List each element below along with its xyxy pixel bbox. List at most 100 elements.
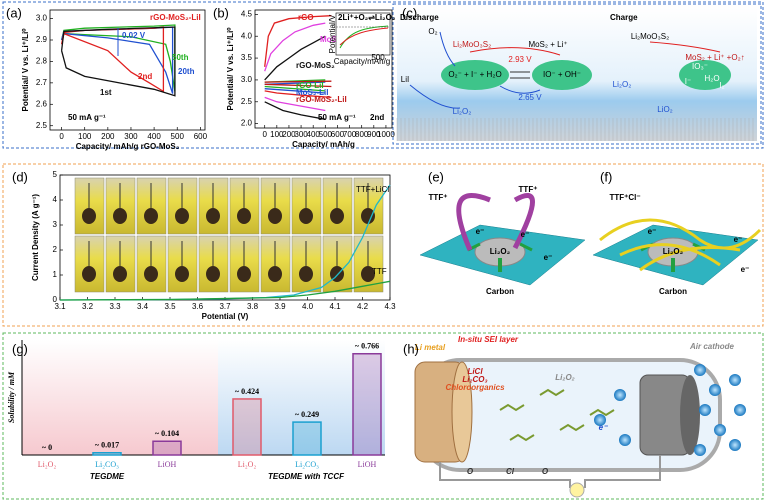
electrode (82, 266, 96, 282)
series-label: rGO (298, 13, 314, 22)
electrode (113, 208, 127, 224)
category-label: Li₂O₂ (38, 460, 57, 469)
diagram-text: e⁻ (741, 265, 750, 274)
diagram-text: LiO₂ (657, 105, 673, 114)
diagram-text: I₂ (719, 81, 724, 90)
electrode (82, 208, 96, 224)
series-label: TTF (372, 267, 387, 276)
diagram-text: e⁻ (648, 227, 657, 236)
y-tick-label: 2.5 (241, 97, 253, 106)
x-tick-label: 0 (262, 130, 267, 139)
value-label: ~ 0.766 (355, 342, 379, 351)
electrode (175, 208, 189, 224)
li-metal-face (451, 361, 473, 463)
inset-y-label: Potential/V (328, 14, 337, 53)
diagram-text: IO₃⁻ (692, 62, 708, 71)
diagram-text: e⁻ (734, 235, 743, 244)
x-tick-label: 4.2 (357, 302, 369, 311)
y-tick-label: 3 (53, 220, 58, 229)
diagram-text: Charge (610, 13, 638, 22)
diagram-text: Li₂O₂ (490, 247, 511, 256)
o2-molecule (694, 444, 706, 456)
bar (92, 452, 122, 456)
value-label: ~ 0.104 (155, 429, 179, 438)
panel-frame (2, 1, 764, 149)
diagram-text: Discharge (400, 13, 439, 22)
x-tick-label: 500 (319, 130, 333, 139)
x-axis-label: Potential (V) (202, 312, 249, 321)
diagram-text: Li₂O₂ (663, 247, 684, 256)
annotation: rGO-MoS₂-LiI (150, 13, 201, 22)
diagram-text: Li₂O₂ (453, 107, 472, 116)
y-axis-label: Current Density (A g⁻¹) (31, 194, 40, 281)
inset-curve (339, 27, 389, 46)
x-axis-label: Capacity/ mAh/g (292, 140, 355, 149)
series-line (59, 280, 391, 301)
diagram-text: e⁻ (476, 227, 485, 236)
ttf-arrow (456, 193, 491, 251)
series-label: rGO-MoS₂ (296, 61, 335, 70)
series-label: 1st (100, 88, 112, 97)
chloroorganic (589, 408, 615, 417)
bg-left (22, 340, 218, 455)
diagram-text: 2.93 V (508, 55, 532, 64)
y-tick-label: 3.0 (241, 75, 253, 84)
series-line (264, 35, 326, 120)
electrode (330, 208, 344, 224)
x-tick-label: 4.3 (384, 302, 396, 311)
diagram-text: Li₂O₂ (613, 80, 632, 89)
x-tick-label: 200 (101, 132, 115, 141)
x-tick-label: 400 (307, 130, 321, 139)
x-tick-label: 600 (331, 130, 345, 139)
value-label: ~ 0.249 (295, 410, 319, 419)
series-label: MoS₂ (320, 35, 341, 44)
x-tick-label: 100 (270, 130, 284, 139)
series-line (60, 26, 176, 97)
diagram-text: Air cathode (689, 342, 735, 351)
chloroorganic (559, 423, 585, 432)
diagram-text: Li₂MoO₃S₂ (453, 40, 491, 49)
value-label: ~ 0 (42, 443, 52, 452)
series-line (264, 22, 326, 112)
diagram-text: In-situ SEI layer (458, 335, 519, 344)
diagram-text: TTF⁺ (429, 193, 448, 202)
electrode (175, 266, 189, 282)
panel-label: (b) (213, 5, 229, 20)
x-tick-label: 800 (355, 130, 369, 139)
diagram-text: O (542, 467, 549, 476)
value-label: ~ 0.017 (95, 441, 119, 450)
x-tick-label: 3.8 (247, 302, 259, 311)
electrode (113, 266, 127, 282)
inset-frame (335, 12, 391, 56)
bulb (569, 482, 585, 498)
series-label: 20th (178, 67, 195, 76)
plot-frame (254, 9, 393, 129)
diagram-text: Carbon (659, 287, 687, 296)
group-label: TEGDME with TCCF (268, 472, 345, 481)
x-tick-label: 3.3 (109, 302, 121, 311)
x-tick-label: 3.2 (82, 302, 94, 311)
bar (292, 421, 322, 456)
diagram-text: I⁻ (685, 77, 691, 86)
electrode (237, 208, 251, 224)
diagram-text: MoS₂ + Li⁺ +O₂↑ (685, 53, 744, 62)
x-tick-label: 600 (194, 132, 208, 141)
y-tick-label: 4.5 (241, 9, 253, 18)
panel-label: (g) (12, 341, 28, 356)
series-line (60, 26, 174, 94)
y-tick-label: 2 (53, 245, 58, 254)
series-line (264, 80, 332, 88)
o2-molecule (614, 389, 626, 401)
diagram-text: Li₂MoO₃S₂ (631, 32, 669, 41)
series-label: rGO-MoS₂-LiI (296, 95, 347, 104)
y-tick-label: 3.5 (241, 53, 253, 62)
x-tick-label: 3.4 (137, 302, 149, 311)
electrode (144, 266, 158, 282)
series-line (264, 15, 332, 99)
y-axis-label: Solubility / mM (7, 371, 16, 423)
annotation: 0.02 V (122, 31, 146, 40)
annotation: 50 mA g⁻¹ (68, 113, 106, 122)
y-tick-label: 0 (53, 295, 58, 304)
x-tick-label: 300 (294, 130, 308, 139)
